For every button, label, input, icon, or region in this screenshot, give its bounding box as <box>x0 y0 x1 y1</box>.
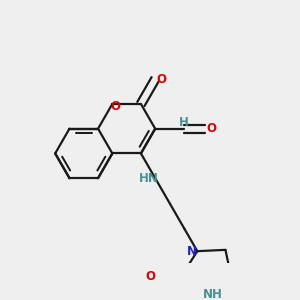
Text: N: N <box>187 245 197 258</box>
Text: HN: HN <box>139 172 159 184</box>
Text: H: H <box>179 116 189 130</box>
Text: O: O <box>110 100 121 113</box>
Text: O: O <box>157 73 167 86</box>
Text: O: O <box>206 122 216 135</box>
Text: NH: NH <box>202 288 222 300</box>
Text: O: O <box>146 270 156 283</box>
